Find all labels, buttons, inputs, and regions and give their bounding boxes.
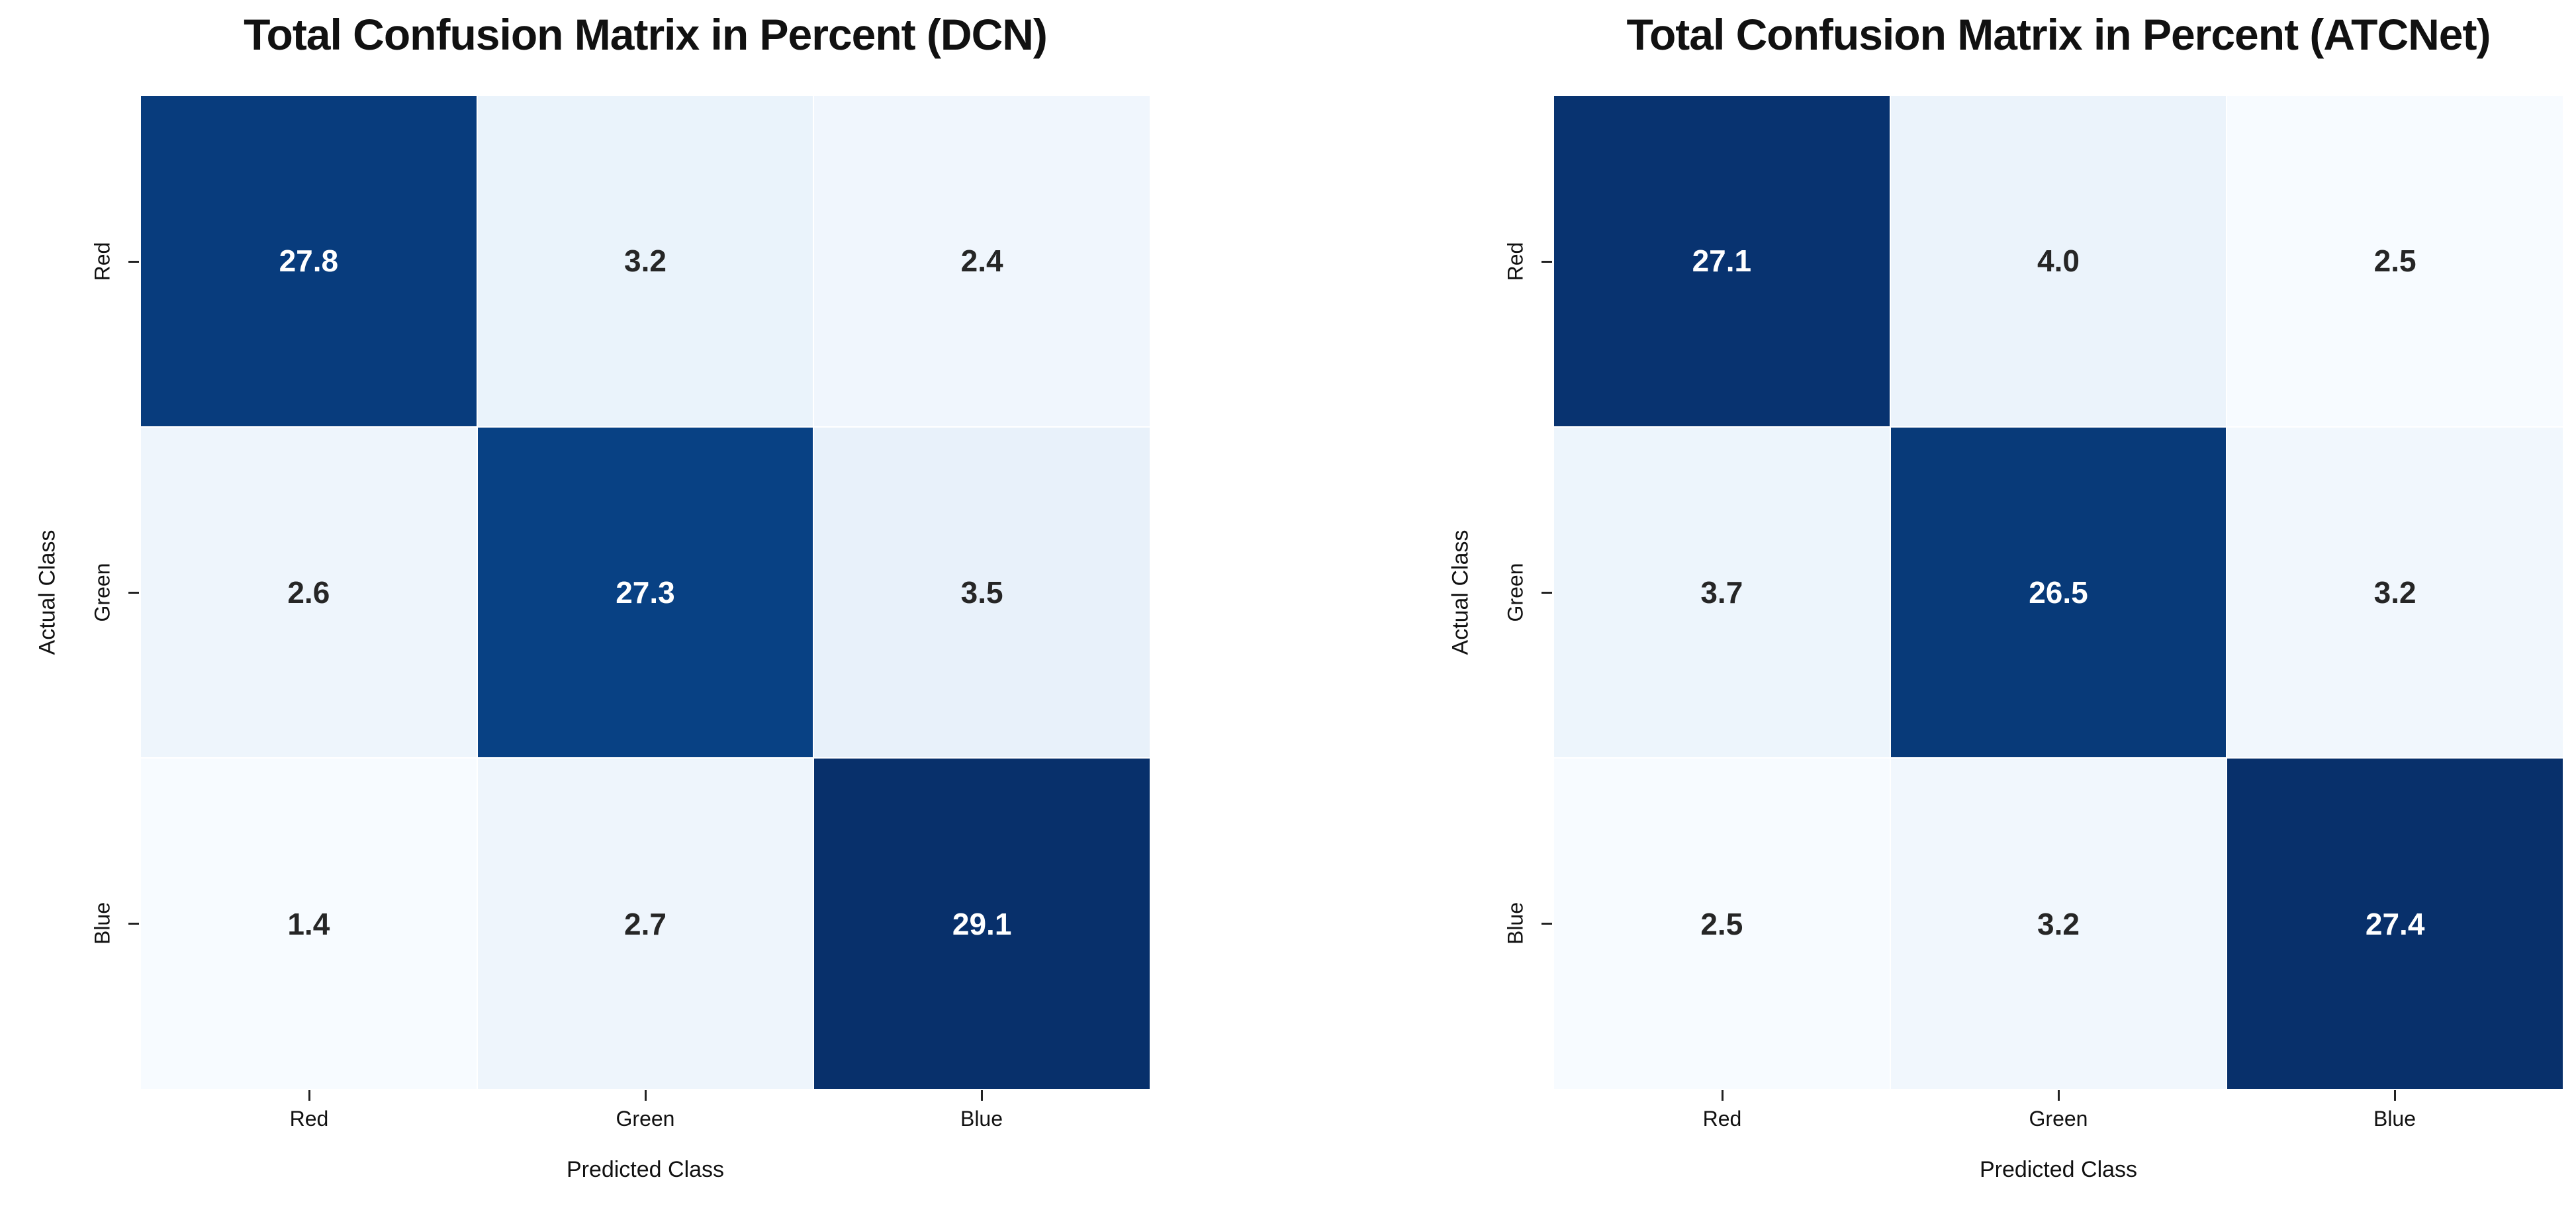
chart-title-atcnet: Total Confusion Matrix in Percent (ATCNe… (1626, 10, 2491, 59)
x-tick-mark (645, 1090, 647, 1101)
chart-title-dcn: Total Confusion Matrix in Percent (DCN) (244, 10, 1048, 59)
x-tick-mark (2058, 1090, 2060, 1101)
x-tick-label: Green (2029, 1107, 2088, 1131)
heatmap-cell: 2.6 (141, 427, 477, 758)
y-tick-label: Red (1503, 242, 1528, 281)
heatmap-cell: 3.2 (1890, 759, 2227, 1089)
x-axis-label: Predicted Class (1979, 1157, 2138, 1182)
x-tick-label: Red (1702, 1107, 1742, 1131)
heatmap-cell: 27.3 (477, 427, 813, 758)
x-tick-mark (308, 1090, 310, 1101)
x-tick-mark (981, 1090, 983, 1101)
y-axis-label: Actual Class (34, 530, 60, 655)
y-tick-mark (1541, 261, 1552, 263)
heatmap-cell: 27.4 (2227, 759, 2563, 1089)
heatmap-cell: 27.8 (141, 96, 477, 426)
x-tick-labels: Red Green Blue (141, 1107, 1150, 1137)
x-tick-label: Blue (960, 1107, 1003, 1131)
x-tick-mark (2394, 1090, 2396, 1101)
heatmap-cell: 3.7 (1554, 427, 1890, 758)
subplot-dcn: Total Confusion Matrix in Percent (DCN) … (0, 0, 1163, 1206)
y-tick-mark (128, 592, 139, 594)
heatmap-cell: 3.5 (814, 427, 1150, 758)
heatmap-cell: 27.1 (1554, 96, 1890, 426)
heatmap-cell: 4.0 (1890, 96, 2227, 426)
heatmap-cell: 1.4 (141, 759, 477, 1089)
heatmap-cell: 2.4 (814, 96, 1150, 426)
x-tick-labels: Red Green Blue (1554, 1107, 2563, 1137)
heatmap-dcn: 27.8 3.2 2.4 2.6 27.3 3.5 1.4 2.7 29.1 (141, 96, 1150, 1089)
y-tick-mark (128, 923, 139, 925)
x-tick-mark (1722, 1090, 1724, 1101)
heatmap-cell: 2.7 (477, 759, 813, 1089)
y-tick-label: Green (1503, 563, 1528, 622)
y-tick-mark (128, 261, 139, 263)
x-axis-label: Predicted Class (566, 1157, 725, 1182)
y-tick-label: Blue (1503, 902, 1528, 945)
heatmap-cell: 3.2 (2227, 427, 2563, 758)
heatmap-cell: 2.5 (1554, 759, 1890, 1089)
heatmap-atcnet: 27.1 4.0 2.5 3.7 26.5 3.2 2.5 3.2 27.4 (1554, 96, 2563, 1089)
subplot-atcnet: Total Confusion Matrix in Percent (ATCNe… (1413, 0, 2576, 1206)
x-tick-label: Green (616, 1107, 675, 1131)
y-tick-label: Blue (90, 902, 115, 945)
heatmap-cell: 3.2 (477, 96, 813, 426)
y-tick-label: Green (90, 563, 115, 622)
y-tick-mark (1541, 923, 1552, 925)
x-tick-label: Blue (2373, 1107, 2416, 1131)
y-axis-label: Actual Class (1448, 530, 1473, 655)
x-tick-label: Red (289, 1107, 329, 1131)
heatmap-cell: 2.5 (2227, 96, 2563, 426)
heatmap-cell: 29.1 (814, 759, 1150, 1089)
y-tick-mark (1541, 592, 1552, 594)
y-tick-label: Red (90, 242, 115, 281)
heatmap-cell: 26.5 (1890, 427, 2227, 758)
